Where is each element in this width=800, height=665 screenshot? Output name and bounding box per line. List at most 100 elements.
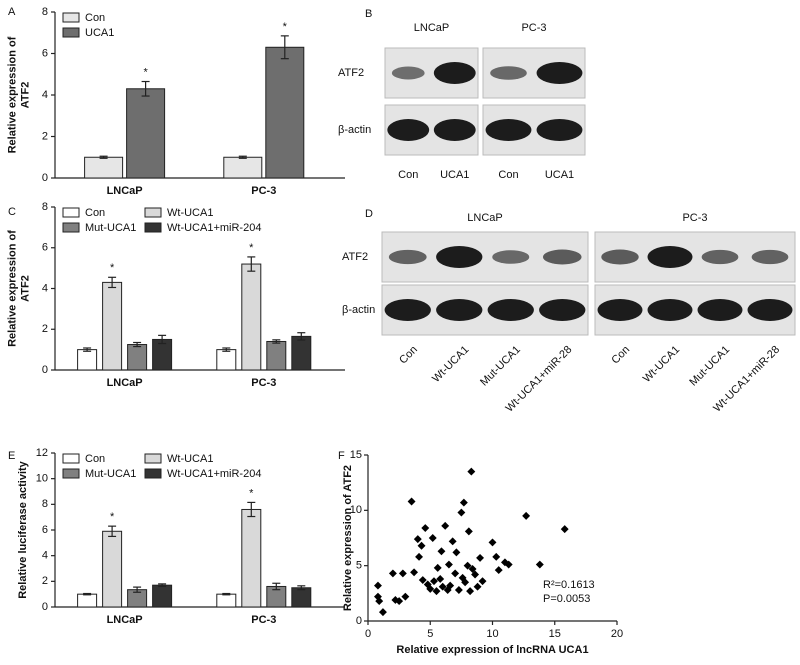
error-bar xyxy=(280,35,289,60)
blot-band xyxy=(542,249,582,265)
blot-band xyxy=(388,249,427,265)
x-tick-label: LNCaP xyxy=(107,614,143,626)
point xyxy=(378,608,387,617)
legend-swatch xyxy=(62,207,80,218)
blot-band xyxy=(433,62,476,84)
x-tick-label: 15 xyxy=(549,628,561,640)
point xyxy=(468,565,477,573)
point xyxy=(451,569,460,578)
y-tick-label: 4 xyxy=(42,550,48,562)
point xyxy=(461,578,470,587)
x-tick-label: PC-3 xyxy=(251,185,276,197)
y-tick-label: 4 xyxy=(42,282,48,294)
bar xyxy=(266,340,287,371)
y-axis-label: Relative expression of xyxy=(6,230,18,347)
legend-label: Wt-UCA1+miR-204 xyxy=(167,222,261,234)
bar xyxy=(127,344,148,371)
group-label: PC-3 xyxy=(682,212,707,224)
point xyxy=(441,521,450,530)
panel-label: C xyxy=(8,206,16,218)
point xyxy=(452,548,461,557)
y-tick-label: 6 xyxy=(42,524,48,536)
blot-band xyxy=(597,299,643,321)
point xyxy=(421,524,430,532)
point xyxy=(410,568,419,577)
bar xyxy=(102,530,123,608)
point xyxy=(492,552,501,561)
legend-label: Con xyxy=(85,207,105,219)
blot-band xyxy=(751,249,789,265)
annotation: P=0.0053 xyxy=(543,593,590,605)
point xyxy=(415,552,424,561)
lane-label: Wt-UCA1 xyxy=(641,344,682,385)
legend-label: Wt-UCA1 xyxy=(167,207,213,219)
x-tick-label: LNCaP xyxy=(107,185,143,197)
row-label: β-actin xyxy=(338,124,371,136)
point xyxy=(488,538,497,547)
error-bar xyxy=(83,347,92,352)
point xyxy=(522,511,531,520)
lane-label: Mut-UCA1 xyxy=(687,344,732,389)
point xyxy=(535,560,544,569)
lane-label: UCA1 xyxy=(545,169,574,181)
y-tick-label: 4 xyxy=(42,89,48,101)
bar xyxy=(77,349,98,371)
panel-label: D xyxy=(365,208,373,220)
x-tick-label: 20 xyxy=(611,628,623,640)
group-label: LNCaP xyxy=(414,22,449,34)
legend-label: Wt-UCA1+miR-204 xyxy=(167,468,261,480)
group-label: LNCaP xyxy=(467,212,502,224)
bar xyxy=(265,46,305,179)
point xyxy=(407,497,416,506)
bar xyxy=(152,584,173,608)
x-tick-label: PC-3 xyxy=(251,377,276,389)
blot-band xyxy=(701,249,739,265)
point xyxy=(467,467,476,476)
legend-swatch xyxy=(62,222,80,233)
legend-swatch xyxy=(62,453,80,464)
point xyxy=(426,584,435,593)
error-bar xyxy=(108,276,117,289)
legend-swatch xyxy=(62,468,80,479)
point xyxy=(375,597,384,606)
y-axis-label: Relative expression of ATF2 xyxy=(342,465,354,611)
error-bar xyxy=(141,80,150,97)
significance-mark: * xyxy=(249,487,254,499)
point xyxy=(504,560,513,569)
legend-swatch xyxy=(144,453,162,464)
legend-label: Mut-UCA1 xyxy=(85,468,136,480)
bar xyxy=(291,335,312,371)
legend-label: UCA1 xyxy=(85,27,114,39)
y-tick-label: 8 xyxy=(42,201,48,213)
point xyxy=(432,587,441,596)
point xyxy=(478,577,487,586)
blot-band xyxy=(436,246,483,268)
bar xyxy=(77,593,98,608)
blot-band xyxy=(436,299,483,321)
lane-label: Con xyxy=(398,169,418,181)
point xyxy=(436,574,445,583)
blot-band xyxy=(391,66,425,80)
bar xyxy=(126,88,166,179)
legend-label: Mut-UCA1 xyxy=(85,222,136,234)
lane-label: UCA1 xyxy=(440,169,469,181)
error-bar xyxy=(247,501,256,518)
legend-swatch xyxy=(144,222,162,233)
y-tick-label: 8 xyxy=(42,6,48,18)
blot-band xyxy=(747,299,793,321)
significance-mark: * xyxy=(143,66,148,78)
error-bar xyxy=(83,592,92,596)
bar xyxy=(241,263,262,371)
point xyxy=(388,569,397,578)
point xyxy=(417,541,426,550)
point xyxy=(398,569,407,578)
blot-band xyxy=(492,250,530,264)
x-tick-label: LNCaP xyxy=(107,377,143,389)
x-tick-label: 10 xyxy=(486,628,498,640)
panel-label: E xyxy=(8,450,15,462)
y-tick-label: 5 xyxy=(356,560,362,572)
blot-band xyxy=(647,246,693,268)
error-bar xyxy=(238,155,247,159)
bar xyxy=(84,156,124,179)
panel-label: F xyxy=(338,450,345,462)
